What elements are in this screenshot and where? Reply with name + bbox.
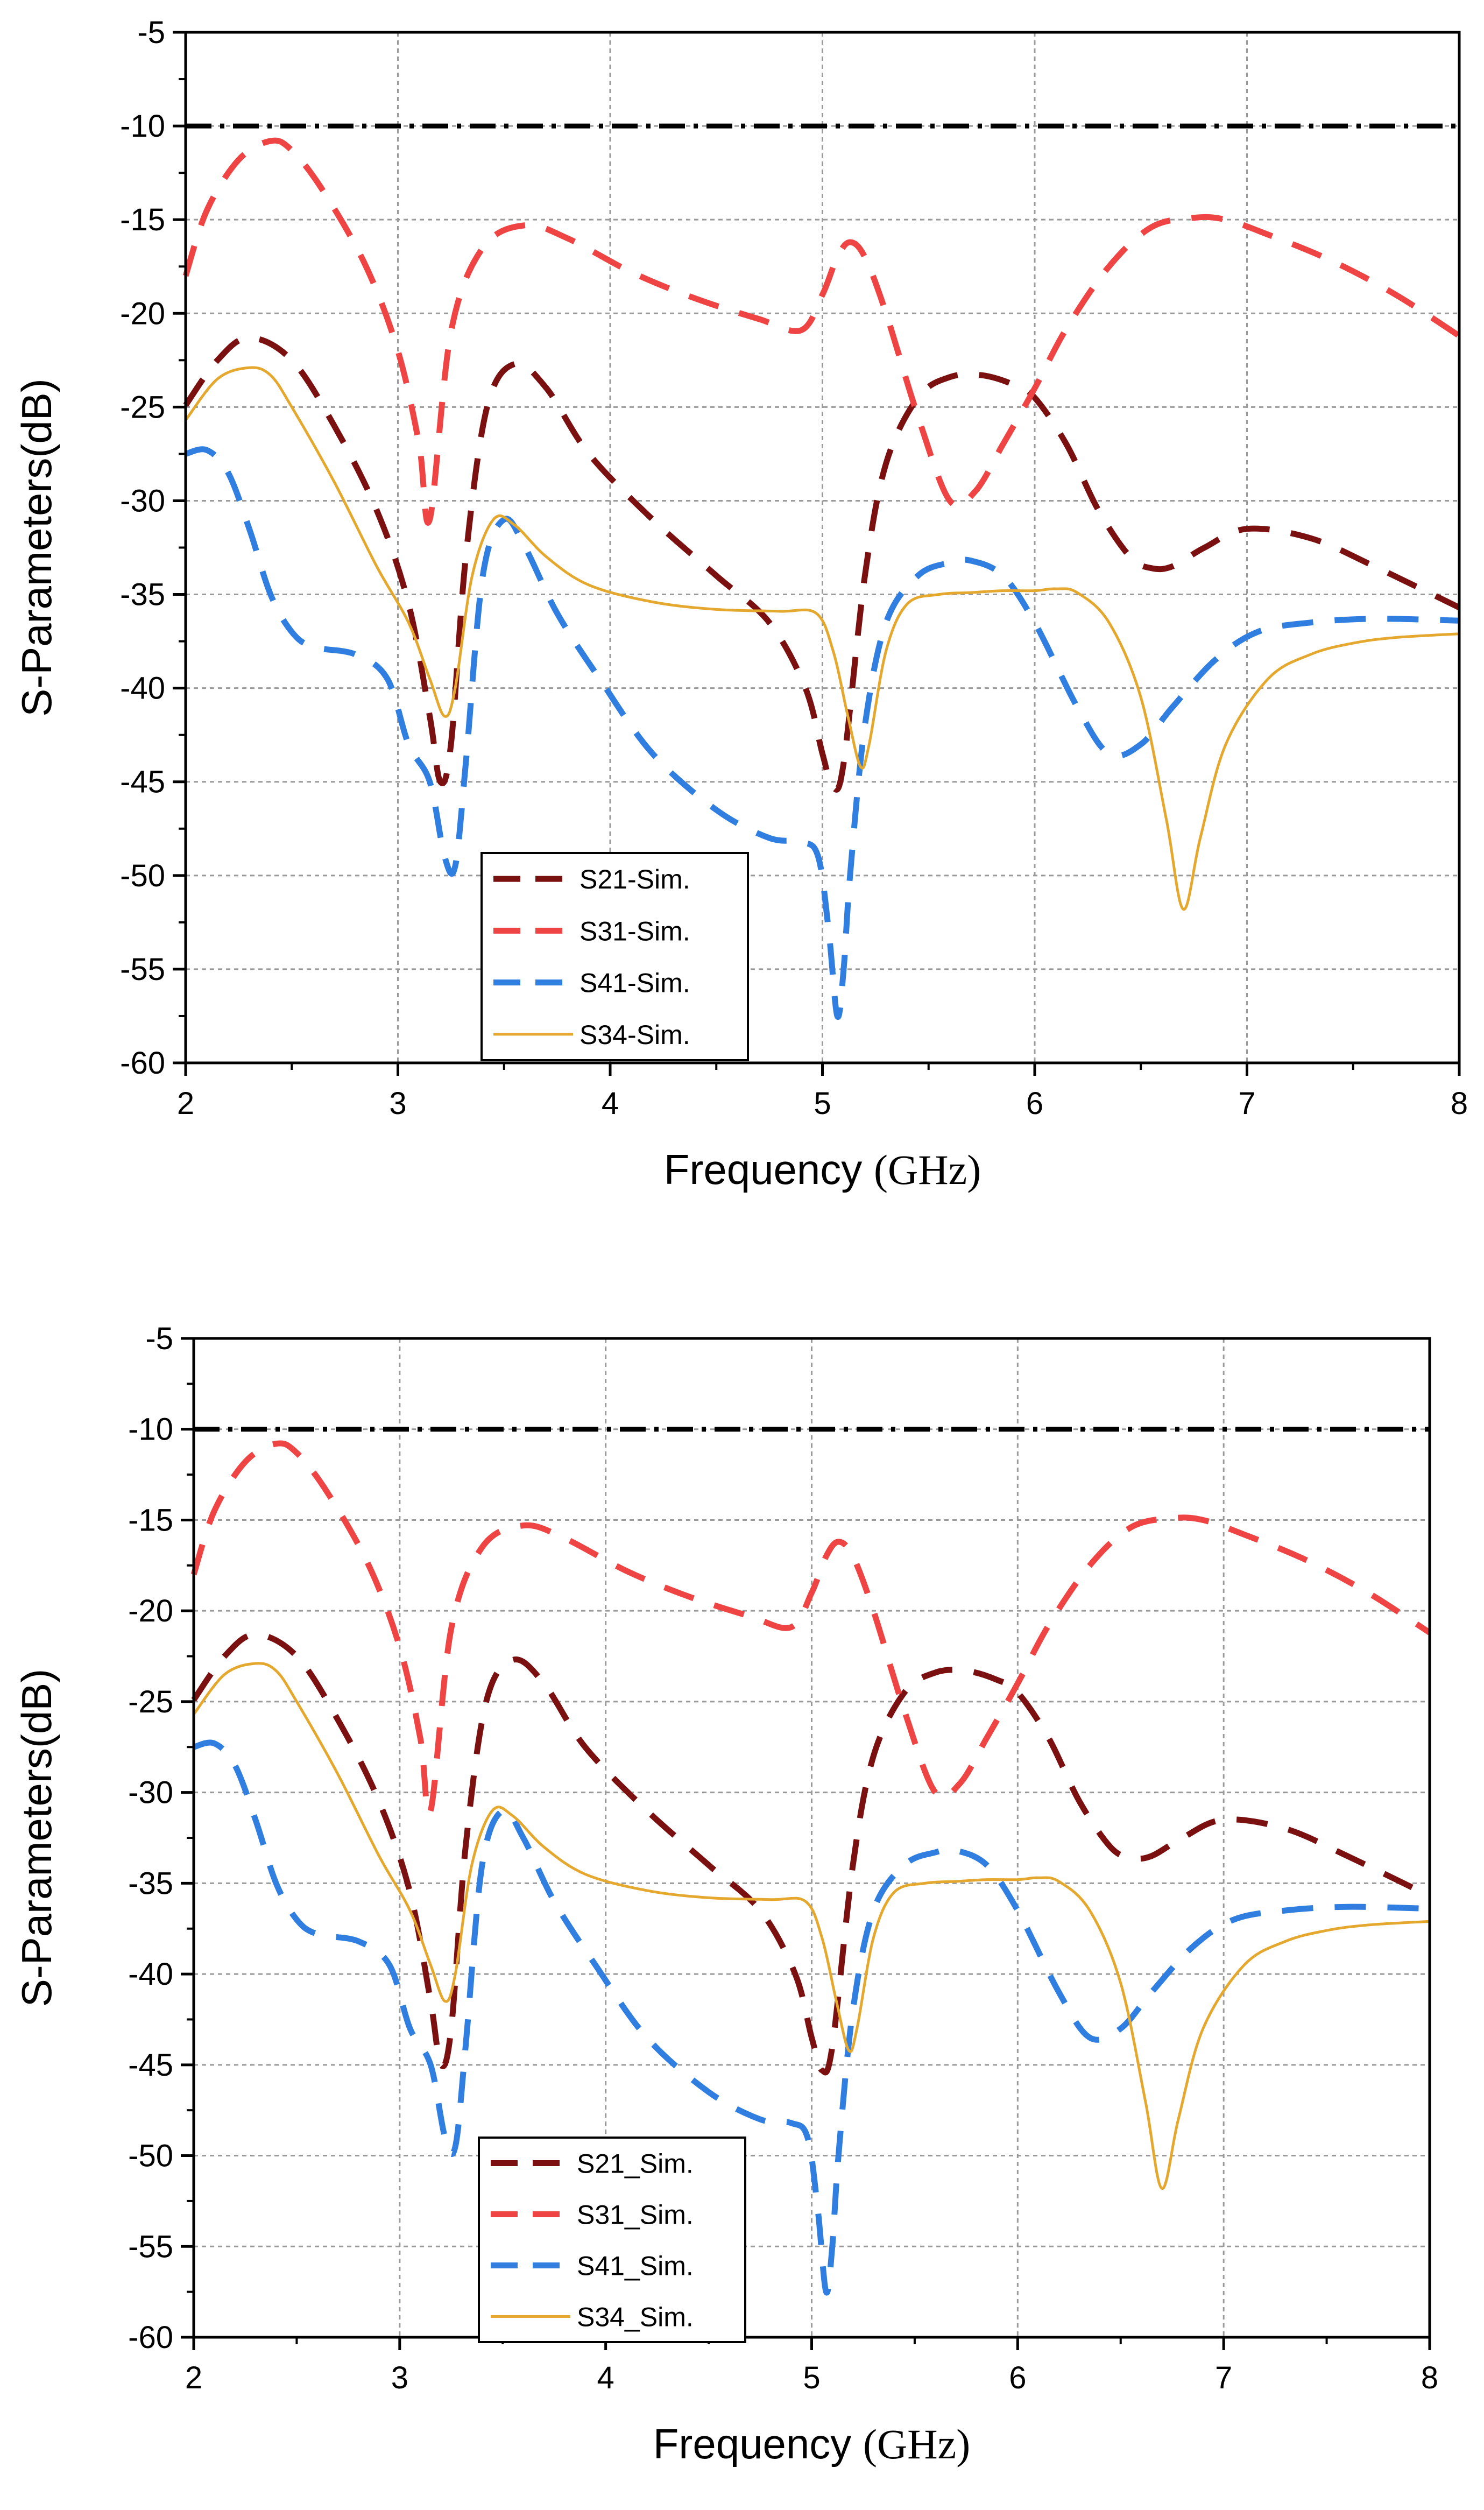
series-line-s31-sim — [182, 137, 1461, 526]
x-tick-label: 2 — [177, 1086, 194, 1121]
y-tick-label: -35 — [128, 1866, 173, 1901]
x-axis-title-name: Frequency — [653, 2420, 863, 2467]
y-tick-label: -25 — [128, 1684, 173, 1719]
legend-label: S34_Sim. — [577, 2302, 694, 2332]
series-line-s41-sim — [193, 1739, 1430, 2296]
legend-box — [480, 852, 749, 1061]
series-lines — [190, 1440, 1431, 2296]
y-tick-label: -30 — [128, 1775, 173, 1810]
y-tick-label: -55 — [128, 2229, 173, 2264]
chart-panel-2: 2 3 4 5 6 7 8-5-10-15-20-25-30-35-40-45-50-55-… — [13, 1321, 1438, 2467]
y-tick-label: -5 — [137, 15, 165, 50]
series-line-s34-sim — [193, 1662, 1430, 2190]
x-tick-label: 5 — [814, 1086, 831, 1121]
legend-label: S34-Sim. — [580, 1020, 690, 1050]
y-tick-label: -50 — [120, 858, 165, 893]
x-tick-label: 7 — [1238, 1086, 1255, 1121]
y-tick-label: -55 — [120, 952, 165, 987]
x-axis-title-unit: (GHz) — [874, 1146, 981, 1193]
x-tick-label: 3 — [389, 1086, 406, 1121]
series-line-s41-sim — [185, 446, 1460, 1020]
legend: S21_Sim. S31_Sim. S41_Sim. S34_Sim. — [478, 2137, 746, 2343]
y-tick-label: -45 — [120, 765, 165, 800]
y-tick-label: -15 — [120, 202, 165, 237]
x-tick-label: 6 — [1009, 2360, 1026, 2395]
series-line-s21-sim — [183, 335, 1461, 793]
y-tick-label: -40 — [120, 671, 165, 706]
legend-label: S21-Sim. — [580, 864, 690, 894]
y-tick-label: -45 — [128, 2048, 173, 2083]
x-tick-label: 6 — [1026, 1086, 1043, 1121]
legend-label: S41-Sim. — [580, 968, 690, 998]
y-tick-label: -40 — [128, 1957, 173, 1992]
x-axis-title-name: Frequency — [664, 1146, 874, 1193]
y-axis: -5 -10 -15 -20 -25 -30 -35 -40 -45 -50 -55 -60 — [120, 15, 186, 1081]
y-tick-label: -60 — [128, 2320, 173, 2355]
legend-label: S21_Sim. — [577, 2149, 694, 2179]
legend-label: S31_Sim. — [577, 2200, 694, 2230]
legend-box — [478, 2137, 746, 2343]
y-tick-label: -20 — [128, 1594, 173, 1628]
chart-panel-1: 2 3 4 5 6 7 8-5-10-15-20-25-30-35-40-45-50-55-… — [13, 15, 1468, 1193]
series-lines — [182, 137, 1461, 1020]
legend-label: S41_Sim. — [577, 2251, 694, 2281]
x-tick-label: 8 — [1451, 1086, 1468, 1121]
x-axis-title: Frequency (GHz) — [653, 2420, 970, 2467]
x-tick-label: 3 — [391, 2360, 408, 2395]
x-axis: 2 3 4 5 6 7 8 — [177, 1063, 1468, 1121]
y-tick-label: -35 — [120, 577, 165, 612]
y-tick-label: -10 — [120, 109, 165, 144]
legend-label: S31-Sim. — [580, 916, 690, 946]
series-line-s31-sim — [190, 1440, 1431, 1817]
x-axis: 2 3 4 5 6 7 8 — [185, 2337, 1438, 2395]
y-tick-label: -25 — [120, 390, 165, 425]
gridlines — [186, 32, 1459, 1063]
y-axis-title: S-Parameters(dB) — [13, 378, 60, 717]
x-tick-label: 2 — [185, 2360, 202, 2395]
x-tick-label: 4 — [597, 2360, 614, 2395]
y-axis: -5 -10 -15 -20 -25 -30 -35 -40 -45 -50 -55 -60 — [128, 1321, 194, 2355]
y-tick-label: -15 — [128, 1503, 173, 1538]
x-axis-title-unit: (GHz) — [863, 2421, 970, 2467]
y-tick-label: -10 — [128, 1412, 173, 1447]
y-tick-label: -50 — [128, 2139, 173, 2174]
series-line-s34-sim — [185, 366, 1460, 911]
y-tick-label: -20 — [120, 296, 165, 331]
x-tick-label: 4 — [602, 1086, 619, 1121]
legend: S21-Sim. S31-Sim. S41-Sim. S34-Sim. — [480, 852, 749, 1061]
y-tick-label: -60 — [120, 1046, 165, 1081]
x-tick-label: 8 — [1421, 2360, 1438, 2395]
y-axis-title: S-Parameters(dB) — [13, 1669, 60, 2007]
x-tick-label: 5 — [803, 2360, 820, 2395]
x-axis-title: Frequency (GHz) — [664, 1146, 981, 1193]
x-tick-label: 7 — [1215, 2360, 1232, 2395]
y-tick-label: -5 — [145, 1321, 173, 1356]
series-line-s21-sim — [191, 1631, 1431, 2076]
y-tick-label: -30 — [120, 483, 165, 518]
